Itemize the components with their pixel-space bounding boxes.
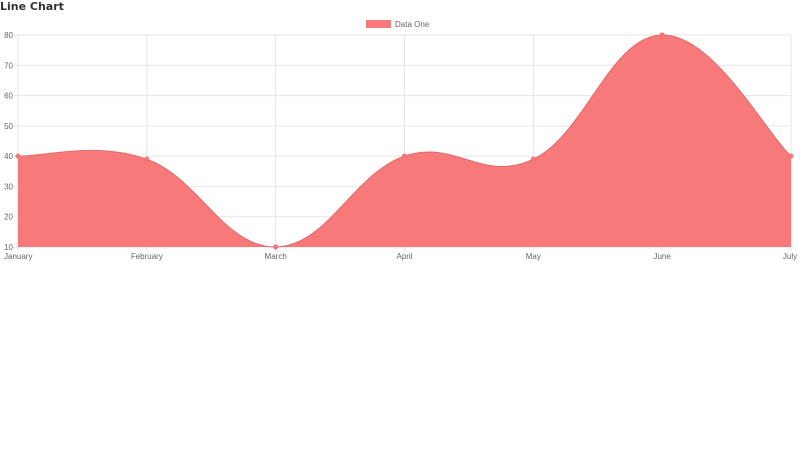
x-tick-label: May bbox=[526, 252, 541, 261]
legend[interactable]: Data One bbox=[366, 20, 430, 29]
x-axis: January February March April May June July bbox=[4, 252, 797, 261]
data-point[interactable] bbox=[273, 244, 279, 250]
y-tick-label: 50 bbox=[4, 122, 13, 131]
x-tick-label: February bbox=[131, 252, 163, 261]
x-tick-label: June bbox=[653, 252, 671, 261]
x-tick-label: July bbox=[783, 252, 797, 261]
data-point[interactable] bbox=[788, 153, 794, 159]
legend-swatch[interactable] bbox=[366, 20, 391, 28]
y-tick-label: 10 bbox=[4, 243, 13, 252]
y-tick-label: 70 bbox=[4, 61, 13, 70]
data-point[interactable] bbox=[530, 156, 536, 162]
x-tick-label: March bbox=[265, 252, 287, 261]
y-tick-label: 30 bbox=[4, 182, 13, 191]
data-point[interactable] bbox=[401, 153, 407, 159]
y-axis: 10 20 30 40 50 60 70 80 bbox=[4, 31, 13, 252]
y-tick-label: 60 bbox=[4, 92, 13, 101]
y-tick-label: 40 bbox=[4, 152, 13, 161]
series-area-fill bbox=[18, 34, 791, 248]
y-tick-label: 20 bbox=[4, 213, 13, 222]
legend-label[interactable]: Data One bbox=[395, 20, 430, 29]
data-point[interactable] bbox=[659, 32, 665, 38]
page-title: Line Chart bbox=[0, 0, 64, 13]
y-tick-label: 80 bbox=[4, 31, 13, 40]
x-tick-label: April bbox=[396, 252, 412, 261]
data-point[interactable] bbox=[15, 153, 21, 159]
data-points bbox=[15, 32, 794, 250]
data-point[interactable] bbox=[144, 156, 150, 162]
x-tick-label: January bbox=[4, 252, 32, 261]
